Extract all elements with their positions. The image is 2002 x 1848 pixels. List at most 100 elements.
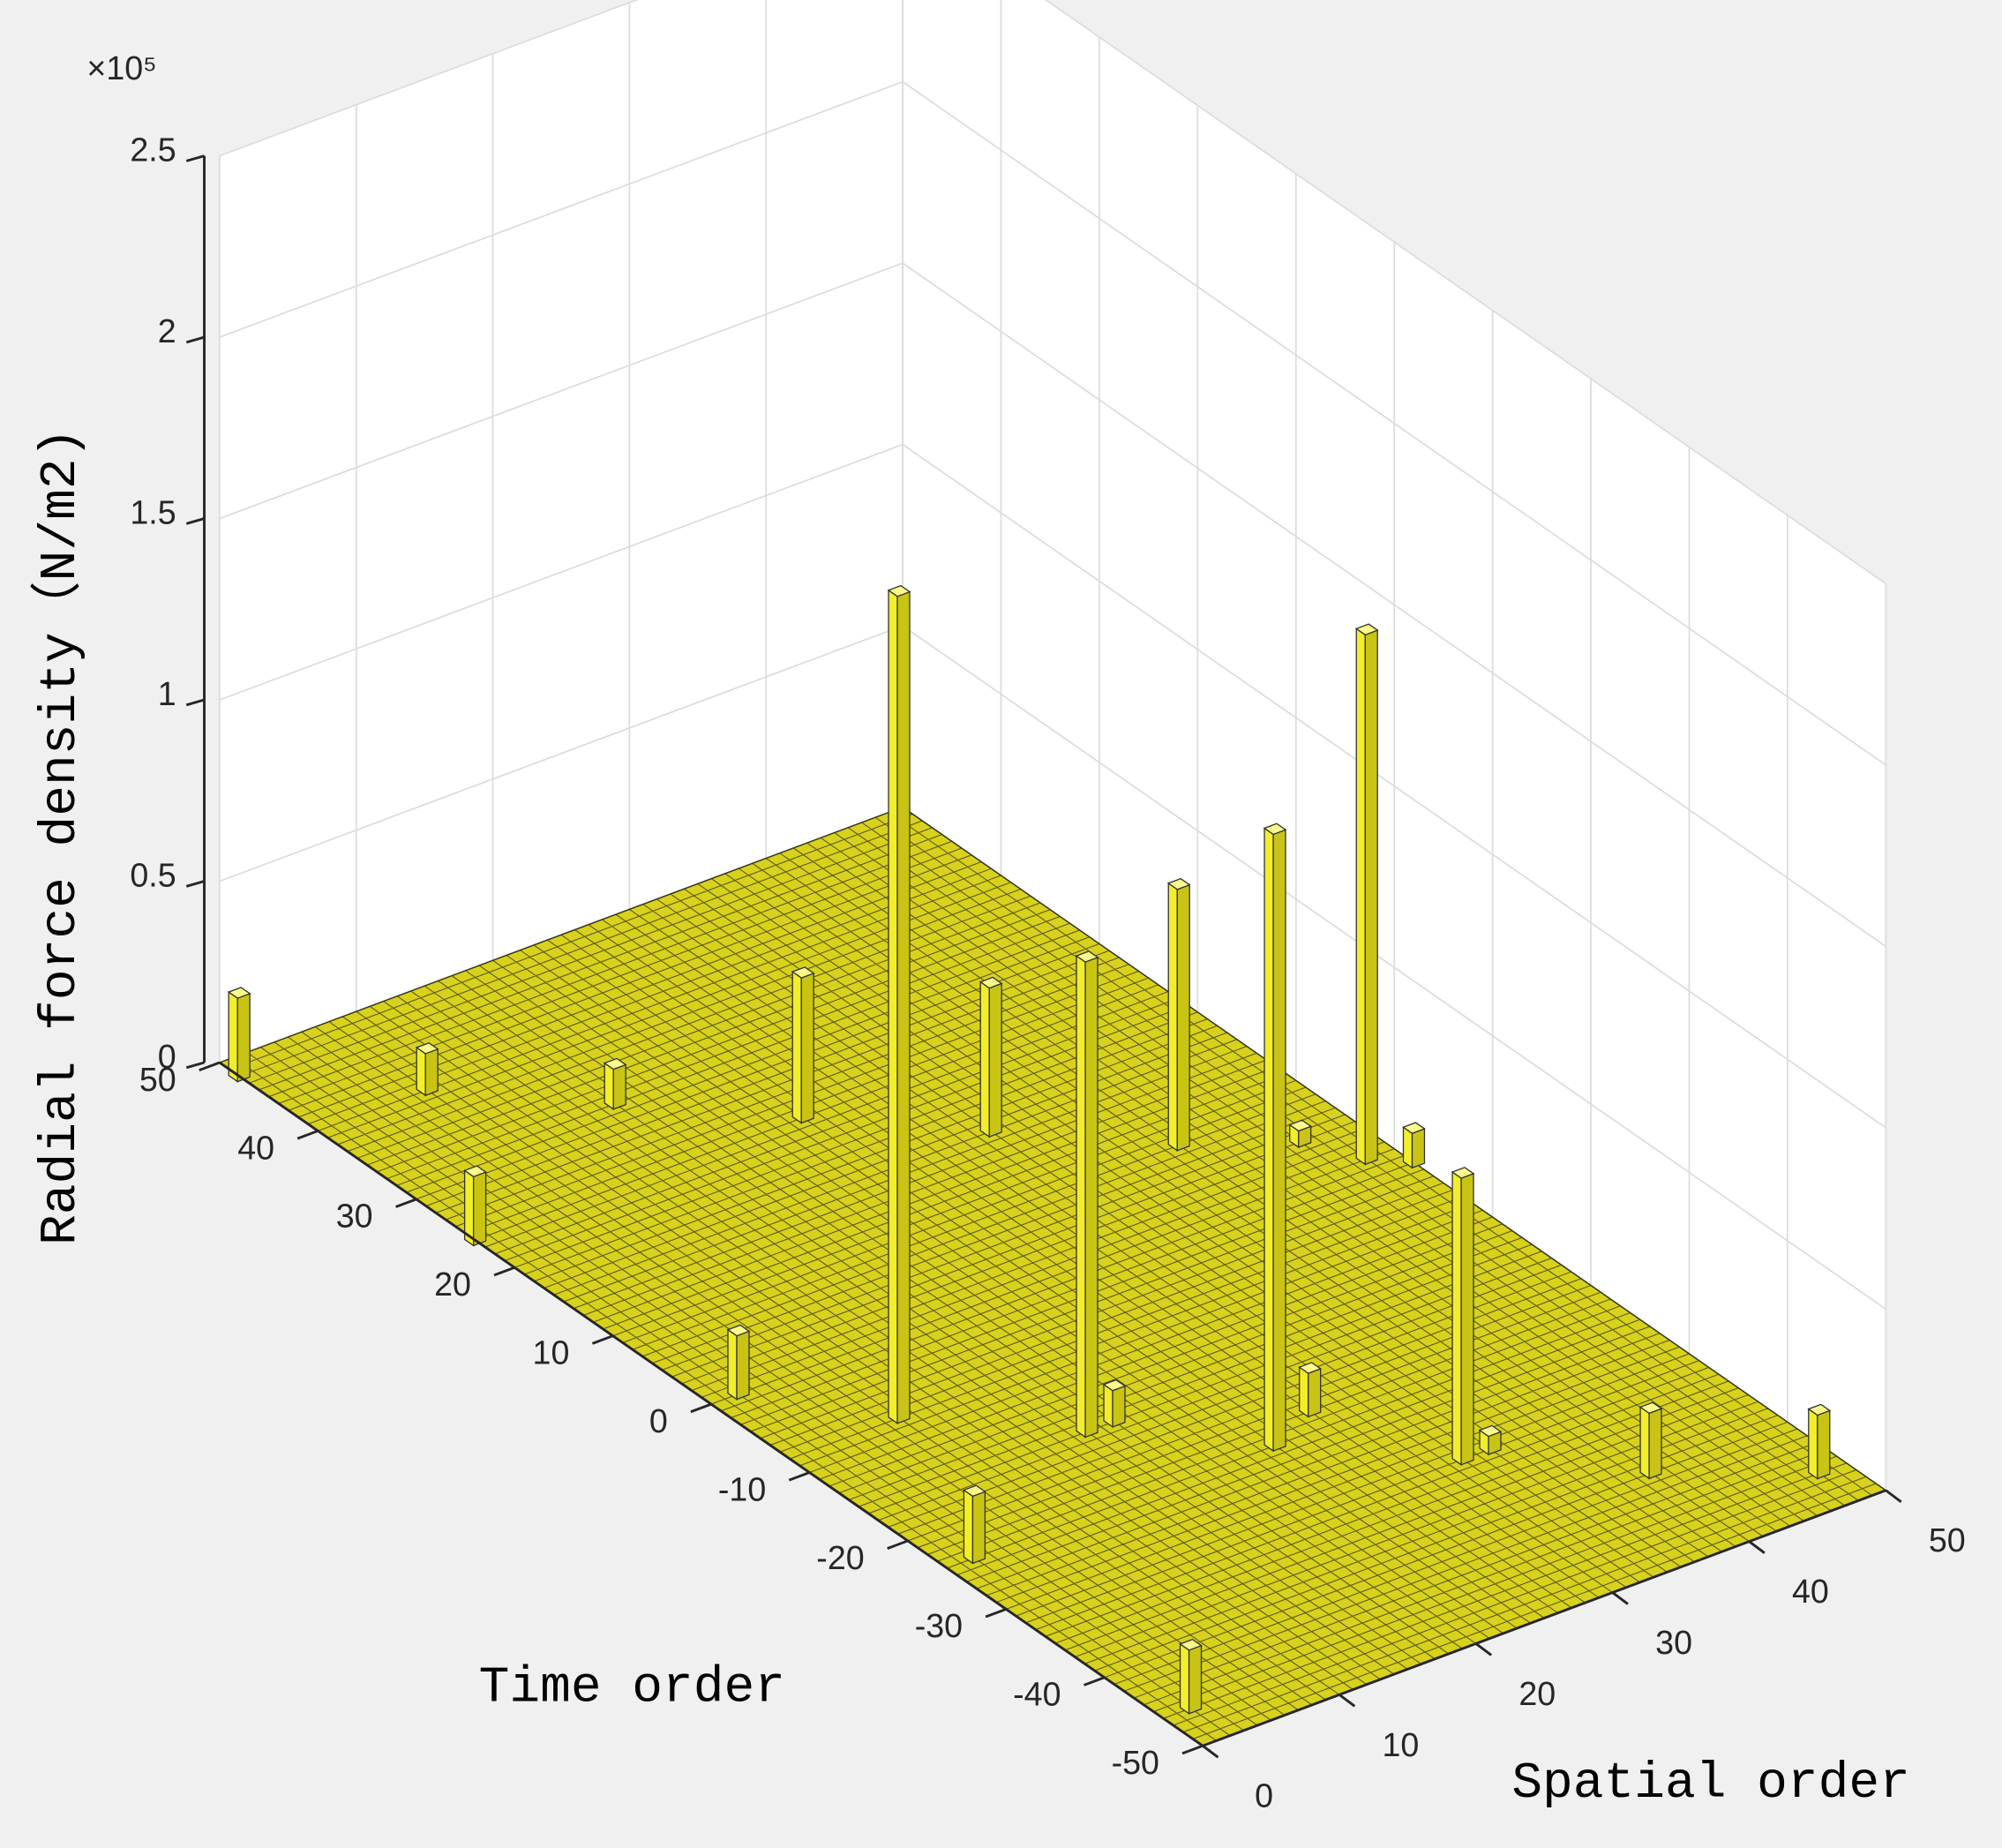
- bar-face: [1411, 1128, 1426, 1169]
- bar: [887, 584, 911, 1425]
- bar: [1807, 1403, 1832, 1480]
- bar-face: [1112, 1385, 1126, 1428]
- bar-face: [1364, 629, 1378, 1166]
- x-tick-label: 30: [336, 1198, 373, 1235]
- bar-top: [887, 584, 911, 597]
- y-tick-label: 10: [1383, 1726, 1420, 1763]
- bar: [963, 1484, 986, 1565]
- bar-face: [604, 1062, 614, 1111]
- x-tick: [199, 1061, 221, 1072]
- bar-face: [800, 972, 814, 1124]
- x-tick: [296, 1130, 319, 1140]
- bar-face: [896, 590, 911, 1424]
- bar-face: [791, 970, 802, 1124]
- bar-face: [1076, 954, 1086, 1439]
- bar: [1638, 1401, 1663, 1480]
- bar-top: [979, 976, 1003, 989]
- bar: [791, 966, 815, 1124]
- y-axis-title: Spatial order: [1511, 1755, 1910, 1813]
- bar-face: [1451, 1170, 1462, 1466]
- bar-top: [415, 1042, 439, 1055]
- z-axis-title: Radial force density（N/m2): [30, 428, 90, 1245]
- bar-face: [472, 1171, 487, 1247]
- bar-top: [791, 966, 815, 979]
- bar: [415, 1042, 439, 1097]
- y-tick-label: 0: [1255, 1777, 1273, 1814]
- y-tick: [1748, 1540, 1766, 1554]
- bar-face: [1808, 1408, 1818, 1480]
- bar: [1451, 1167, 1475, 1466]
- z-tick: [185, 335, 205, 344]
- y-tick-label: 30: [1655, 1624, 1692, 1661]
- bar: [1166, 877, 1191, 1152]
- y-axis: [1202, 1489, 1886, 1747]
- z-tick-label: 2: [158, 312, 176, 349]
- bar-face: [971, 1491, 986, 1565]
- bar: [979, 976, 1003, 1138]
- bar-face: [1299, 1365, 1309, 1418]
- x-tick-label: -10: [718, 1470, 766, 1507]
- bar-top: [227, 987, 251, 999]
- grid-line: [219, 0, 1886, 585]
- y-tick-label: 20: [1518, 1675, 1556, 1712]
- bar-top: [1402, 1122, 1426, 1134]
- z-tick: [185, 517, 205, 525]
- z-tick-label: 2.5: [130, 131, 176, 168]
- bar: [726, 1324, 751, 1401]
- bar: [1288, 1119, 1313, 1149]
- bar-top: [1354, 623, 1379, 636]
- bar-face: [1817, 1409, 1831, 1480]
- bar-top: [1298, 1362, 1323, 1374]
- bar-top: [1075, 950, 1099, 963]
- bar-face: [1084, 956, 1098, 1439]
- bar-top: [726, 1324, 751, 1337]
- x-tick: [591, 1334, 614, 1345]
- bar-top: [963, 1484, 986, 1498]
- bar-face: [1648, 1408, 1662, 1480]
- bar-top: [463, 1165, 487, 1178]
- bar-face: [424, 1048, 439, 1097]
- bar-face: [727, 1328, 738, 1401]
- bar: [227, 987, 251, 1083]
- z-tick: [185, 880, 205, 888]
- bar: [1102, 1378, 1127, 1429]
- bar-top: [1478, 1424, 1503, 1438]
- x-tick-label: -40: [1013, 1676, 1061, 1713]
- x-tick: [887, 1539, 909, 1550]
- x-tick: [493, 1266, 515, 1277]
- bar-face: [1167, 882, 1178, 1152]
- bar-top: [1263, 823, 1287, 836]
- bar-top: [603, 1057, 627, 1070]
- bar-face: [1188, 1644, 1203, 1715]
- y-tick: [1611, 1591, 1629, 1605]
- bar-face: [236, 992, 251, 1083]
- z-tick: [185, 1061, 205, 1070]
- z-tick-label: 0.5: [130, 856, 176, 893]
- bar: [1179, 1638, 1203, 1715]
- bar-face: [736, 1330, 750, 1401]
- bar-face: [1263, 827, 1274, 1453]
- x-tick-label: 20: [434, 1266, 471, 1303]
- x-axis-title: Time order: [479, 1660, 785, 1717]
- bar: [1402, 1122, 1426, 1169]
- bar-top: [1451, 1167, 1475, 1179]
- bar-face: [1272, 829, 1286, 1453]
- bar: [463, 1165, 487, 1247]
- z-tick: [185, 698, 205, 707]
- bar-top: [1166, 877, 1191, 890]
- x-tick: [788, 1471, 810, 1482]
- y-tick-label: 40: [1792, 1573, 1829, 1610]
- x-tick: [1181, 1744, 1203, 1755]
- bars: [227, 584, 1832, 1715]
- bar-face: [228, 990, 238, 1083]
- bar: [1354, 623, 1379, 1166]
- bar-face: [416, 1046, 426, 1097]
- x-tick: [690, 1402, 712, 1414]
- bar-face: [979, 980, 990, 1138]
- walls: [219, 0, 1887, 1491]
- z-tick-label: 0: [158, 1038, 176, 1075]
- bar: [1478, 1424, 1503, 1456]
- x-tick-label: 0: [649, 1402, 668, 1439]
- bar-top: [1807, 1403, 1832, 1416]
